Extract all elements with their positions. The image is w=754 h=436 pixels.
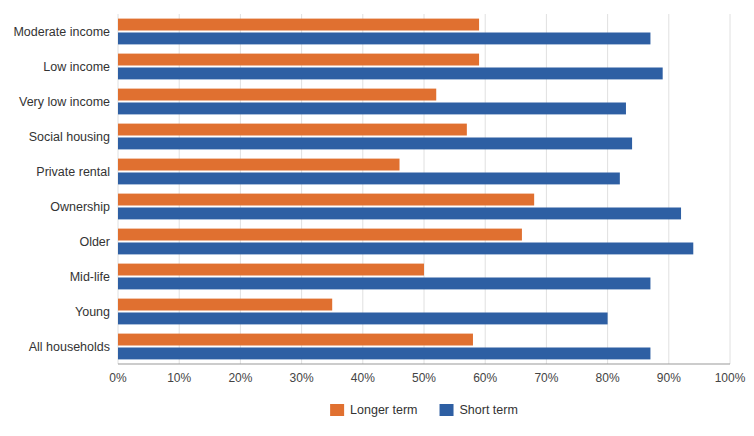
tick-label: 30% [290,371,314,385]
category-label: Young [75,305,110,319]
bar [118,138,632,150]
grid-line [546,14,547,364]
tick-label: 50% [412,371,436,385]
grid-line [118,14,119,364]
category-label: Very low income [19,95,110,109]
bar [118,278,650,290]
bar [118,33,650,45]
tick-label: 10% [167,371,191,385]
tick-label: 0% [109,371,127,385]
bar [118,19,479,31]
grid-line [362,14,363,364]
chart: 0% 10% 20% 30% 40% 50% 60% 70% 80% 90% 100% All hou… [0,0,754,436]
bar [118,173,620,185]
bar [118,89,436,101]
grid-line [485,14,486,364]
bar [118,334,473,346]
legend-swatch [330,404,344,416]
bars [118,19,693,360]
category-label: Low income [43,60,110,74]
category-label: Mid-life [70,270,110,284]
tick-label: 20% [228,371,252,385]
bar [118,229,522,241]
bar [118,299,332,311]
bar [118,68,663,80]
legend: Longer term Short term [330,403,518,417]
bar [118,124,467,136]
category-label: Moderate income [13,25,110,39]
axis-line [118,364,730,365]
legend-label: Longer term [350,403,417,417]
bar [118,208,681,220]
grid-line [668,14,669,364]
grid-line [240,14,241,364]
bar [118,54,479,66]
y-axis: All households Young Mid-life Older Ownershi… [13,25,110,354]
bar [118,348,650,360]
grid-line [179,14,180,364]
category-label: Older [79,235,110,249]
grid-line [730,14,731,364]
bar [118,103,626,115]
category-label: All households [29,340,110,354]
grid-line [607,14,608,364]
category-label: Private rental [36,165,110,179]
legend-label: Short term [460,403,518,417]
bar [118,313,608,325]
grid-line [301,14,302,364]
tick-label: 70% [534,371,558,385]
legend-swatch [440,404,454,416]
tick-label: 80% [596,371,620,385]
category-label: Ownership [50,200,110,214]
tick-label: 40% [351,371,375,385]
bar [118,264,424,276]
x-axis: 0% 10% 20% 30% 40% 50% 60% 70% 80% 90% 100% [109,364,745,385]
tick-label: 60% [473,371,497,385]
bar [118,243,693,255]
bar [118,159,400,171]
grid [118,14,730,364]
category-label: Social housing [29,130,110,144]
tick-label: 100% [715,371,746,385]
bar [118,194,534,206]
tick-label: 90% [657,371,681,385]
grid-line [424,14,425,364]
